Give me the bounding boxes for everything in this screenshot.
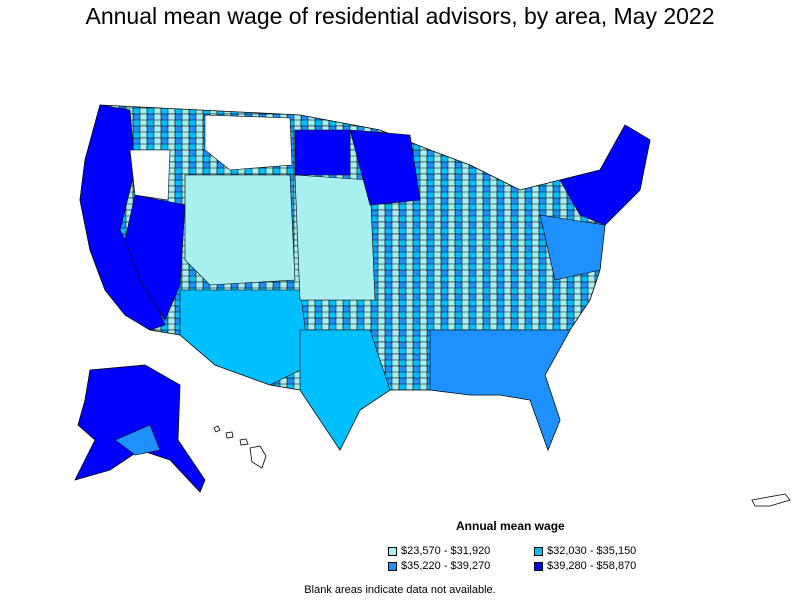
region-minnesota (349, 129, 421, 206)
legend-swatch-3 (388, 561, 397, 571)
alaska-region (114, 424, 161, 456)
region-blank-mountain (204, 114, 293, 171)
footnote: Blank areas indicate data not available. (304, 584, 496, 596)
region-texas (299, 329, 391, 451)
hawaii (213, 425, 267, 469)
legend-item-4: $39,280 - $58,870 (534, 560, 636, 572)
legend-item-3: $35,220 - $39,270 (388, 560, 490, 572)
legend-item-1: $23,570 - $31,920 (388, 545, 490, 557)
region-northeast (559, 124, 651, 226)
region-southeast (429, 329, 571, 451)
region-southwest (179, 289, 311, 386)
legend-swatch-4 (534, 561, 543, 571)
legend-swatch-1 (388, 546, 397, 556)
region-blank-idaho (129, 149, 171, 201)
puerto-rico (751, 493, 791, 507)
region-northern-plains (294, 129, 351, 176)
region-mountain (184, 174, 296, 286)
legend-label-4: $39,280 - $58,870 (547, 560, 637, 572)
alaska (74, 364, 206, 493)
legend-title: Annual mean wage (456, 519, 565, 533)
legend-label-3: $35,220 - $39,270 (401, 560, 491, 572)
region-plains (294, 174, 376, 301)
legend-swatch-2 (534, 546, 543, 556)
legend-item-2: $32,030 - $35,150 (534, 545, 636, 557)
region-mid-atlantic (539, 214, 606, 281)
legend-label-2: $32,030 - $35,150 (547, 545, 637, 557)
map-title: Annual mean wage of residential advisors… (85, 3, 715, 29)
legend-label-1: $23,570 - $31,920 (401, 545, 491, 557)
